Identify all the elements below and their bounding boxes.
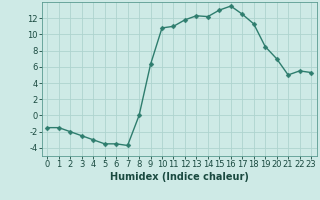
X-axis label: Humidex (Indice chaleur): Humidex (Indice chaleur): [110, 172, 249, 182]
